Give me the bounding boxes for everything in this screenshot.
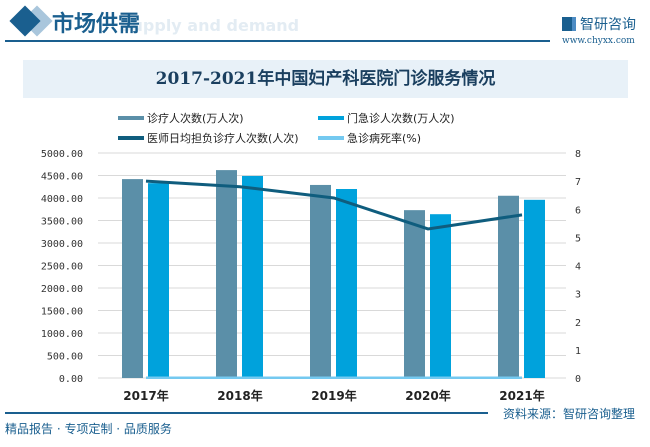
bar-outpatient-emergency xyxy=(148,183,169,378)
legend-swatch xyxy=(318,116,344,120)
y-left-tick-label: 2500.00 xyxy=(41,262,83,273)
logo-text: 智研咨询 xyxy=(580,17,636,33)
y-left-tick-label: 3500.00 xyxy=(41,217,83,228)
bar-outpatient-emergency xyxy=(524,199,545,378)
bar-visits xyxy=(216,170,237,378)
bar-visits xyxy=(310,184,331,378)
legend-swatch xyxy=(118,116,144,120)
legend-label: 急诊病死率(%) xyxy=(347,132,422,145)
legend-label: 诊疗人次数(万人次) xyxy=(147,112,244,125)
chart-title: 2017-2021年中国妇产科医院门诊服务情况 xyxy=(155,69,496,89)
legend-label: 门急诊人次数(万人次) xyxy=(347,112,455,125)
line-daily-visits-per-doctor xyxy=(145,179,523,231)
y-right-tick-label: 0 xyxy=(575,374,581,385)
y-left-tick-label: 5000.00 xyxy=(41,149,83,160)
y-left-tick-label: 3000.00 xyxy=(41,239,83,250)
header-title: 市场供需 xyxy=(52,12,141,37)
legend-item: 诊疗人次数(万人次) xyxy=(118,110,244,126)
bar-visits xyxy=(404,210,425,378)
footer-divider xyxy=(5,412,488,414)
x-tick-label: 2018年 xyxy=(217,388,262,403)
y-right-tick-label: 4 xyxy=(575,262,581,273)
x-tick-label: 2020年 xyxy=(405,388,450,403)
y-left-tick-label: 500.00 xyxy=(47,352,83,363)
legend-swatch xyxy=(318,136,344,140)
y-right-tick-label: 3 xyxy=(575,290,581,301)
source-note: 资料来源：智研咨询整理 xyxy=(503,407,636,421)
bar-outpatient-emergency xyxy=(242,175,263,378)
legend-label: 医师日均担负诊疗人次数(人次) xyxy=(147,132,299,145)
bar-visits xyxy=(498,195,519,378)
y-left-tick-label: 4500.00 xyxy=(41,172,83,183)
y-left-tick-label: 1500.00 xyxy=(41,307,83,318)
y-right-tick-label: 7 xyxy=(575,177,581,188)
brand-url: www.chyxx.com xyxy=(562,36,635,46)
y-right-tick-label: 6 xyxy=(575,205,581,216)
footer-slogan: 精品报告 · 专项定制 · 品质服务 xyxy=(5,422,172,436)
x-tick-label: 2019年 xyxy=(311,388,356,403)
y-right-tick-label: 5 xyxy=(575,233,581,244)
y-left-tick-label: 2000.00 xyxy=(41,284,83,295)
x-tick-label: 2017年 xyxy=(123,388,168,403)
brand-logo: 智研咨询 xyxy=(562,14,636,34)
legend-item: 门急诊人次数(万人次) xyxy=(318,110,455,126)
bar-visits xyxy=(122,179,143,378)
y-right-tick-label: 8 xyxy=(575,149,581,160)
header-divider xyxy=(5,40,550,42)
y-left-tick-label: 1000.00 xyxy=(41,329,83,340)
logo-icon xyxy=(562,17,576,31)
legend-item: 医师日均担负诊疗人次数(人次) xyxy=(118,130,299,146)
bar-outpatient-emergency xyxy=(430,214,451,378)
bar-outpatient-emergency xyxy=(336,189,357,378)
y-left-tick-label: 0.00 xyxy=(59,374,83,385)
y-left-tick-label: 4000.00 xyxy=(41,194,83,205)
y-right-tick-label: 2 xyxy=(575,318,581,329)
y-right-tick-label: 1 xyxy=(575,346,581,357)
legend-swatch xyxy=(118,136,144,140)
chart-title-band: 2017-2021年中国妇产科医院门诊服务情况 xyxy=(23,60,628,98)
x-tick-label: 2021年 xyxy=(499,388,544,403)
legend-item: 急诊病死率(%) xyxy=(318,130,421,146)
